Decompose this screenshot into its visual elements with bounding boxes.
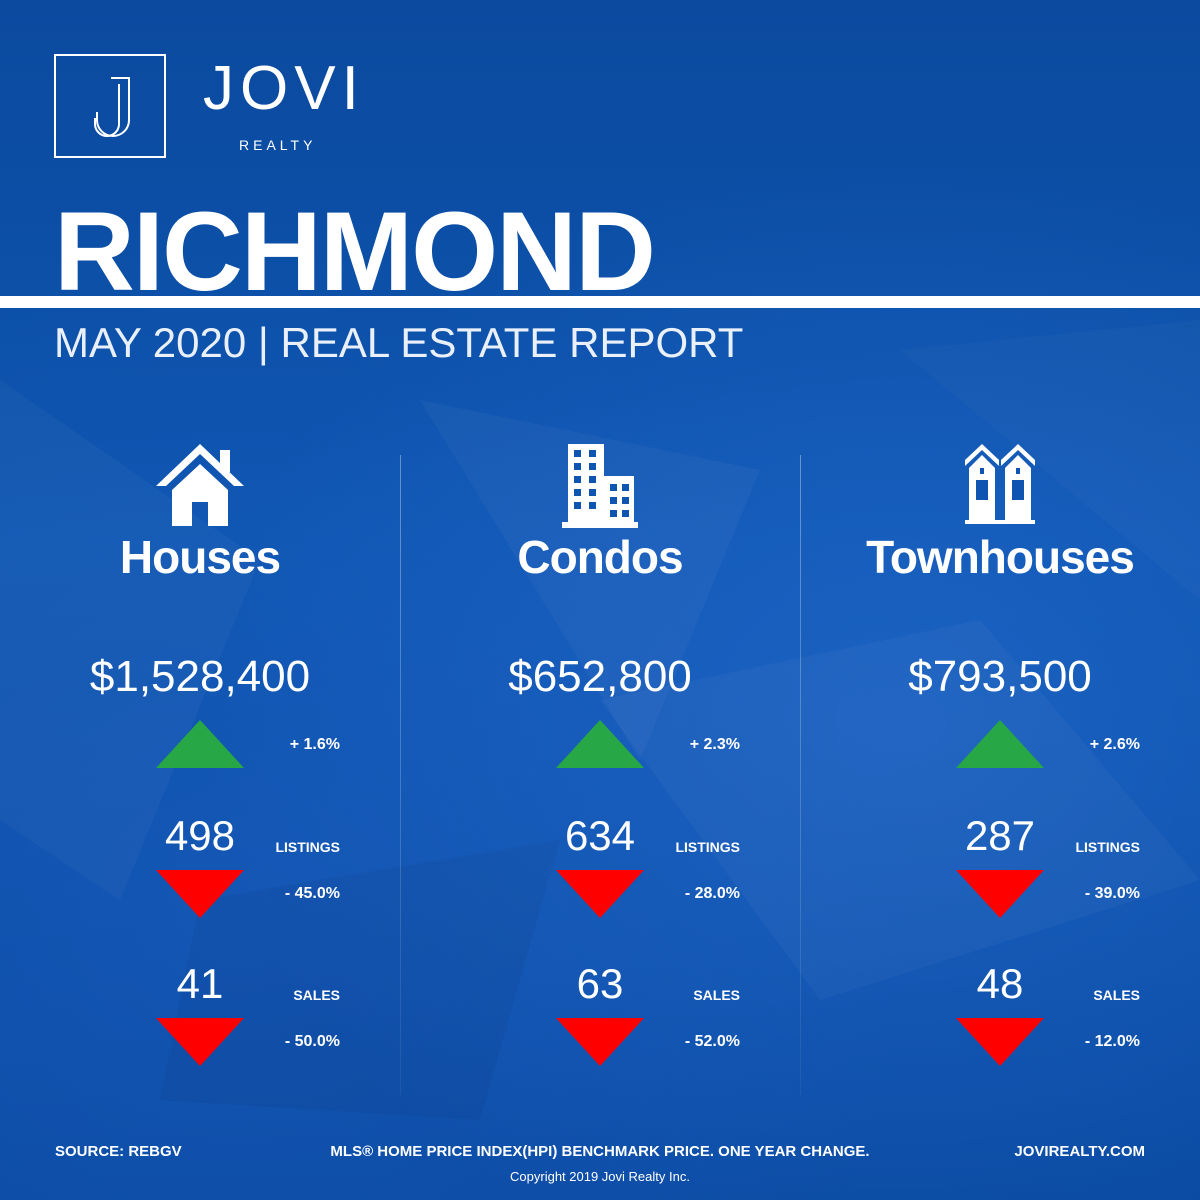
listings-change: - 45.0% [284, 885, 340, 902]
townhouses-column: Townhouses $793,500 + 2.6% 287 LISTINGS … [800, 430, 1200, 1090]
page-title: RICHMOND [54, 189, 656, 314]
sales-count: 41 [176, 960, 224, 1007]
footer-note: MLS® HOME PRICE INDEX(HPI) BENCHMARK PRI… [330, 1143, 870, 1160]
category-title: Condos [517, 531, 683, 583]
listings-change: - 28.0% [684, 885, 740, 902]
benchmark-price: $652,800 [508, 652, 692, 701]
up-arrow-icon [156, 720, 244, 768]
sales-count: 48 [976, 960, 1024, 1007]
benchmark-price: $793,500 [908, 652, 1092, 701]
listings-count: 634 [564, 812, 636, 859]
listings-label: LISTINGS [1075, 839, 1140, 855]
down-arrow-icon [956, 870, 1044, 918]
listings-count: 287 [964, 812, 1036, 859]
listings-change: - 39.0% [1084, 885, 1140, 902]
house-icon [150, 440, 250, 530]
report-subtitle: MAY 2020 | REAL ESTATE REPORT [54, 319, 744, 366]
logo-j-mark [94, 77, 130, 137]
copyright: Copyright 2019 Jovi Realty Inc. [510, 1169, 690, 1184]
listings-label: LISTINGS [275, 839, 340, 855]
sales-change: - 50.0% [284, 1033, 340, 1050]
logo [54, 54, 166, 158]
price-change: + 2.6% [1089, 736, 1140, 753]
down-arrow-icon [156, 1018, 244, 1066]
sales-label: SALES [693, 987, 740, 1003]
down-arrow-icon [956, 1018, 1044, 1066]
sales-label: SALES [293, 987, 340, 1003]
down-arrow-icon [156, 870, 244, 918]
footer-source: SOURCE: REBGV [55, 1143, 182, 1160]
condos-column: Condos $652,800 + 2.3% 634 LISTINGS - 28… [400, 430, 800, 1090]
category-title: Townhouses [866, 531, 1135, 583]
brand-subtitle: REALTY [239, 137, 317, 153]
column-divider [800, 455, 801, 1095]
price-change: + 1.6% [289, 736, 340, 753]
condo-building-icon [550, 440, 650, 530]
footer-website[interactable]: JOVIREALTY.COM [1014, 1143, 1145, 1160]
listings-count: 498 [164, 812, 236, 859]
title-rule [0, 296, 1200, 308]
column-divider [400, 455, 401, 1095]
listings-label: LISTINGS [675, 839, 740, 855]
price-change: + 2.3% [689, 736, 740, 753]
benchmark-price: $1,528,400 [89, 652, 311, 701]
sales-change: - 12.0% [1084, 1033, 1140, 1050]
up-arrow-icon [956, 720, 1044, 768]
brand-name: JOVI [203, 54, 365, 123]
houses-column: Houses $1,528,400 + 1.6% 498 LISTINGS - … [0, 430, 400, 1090]
down-arrow-icon [556, 1018, 644, 1066]
down-arrow-icon [556, 870, 644, 918]
sales-count: 63 [576, 960, 624, 1007]
up-arrow-icon [556, 720, 644, 768]
townhouse-icon [950, 440, 1050, 530]
sales-change: - 52.0% [684, 1033, 740, 1050]
category-title: Houses [119, 531, 281, 583]
sales-label: SALES [1093, 987, 1140, 1003]
